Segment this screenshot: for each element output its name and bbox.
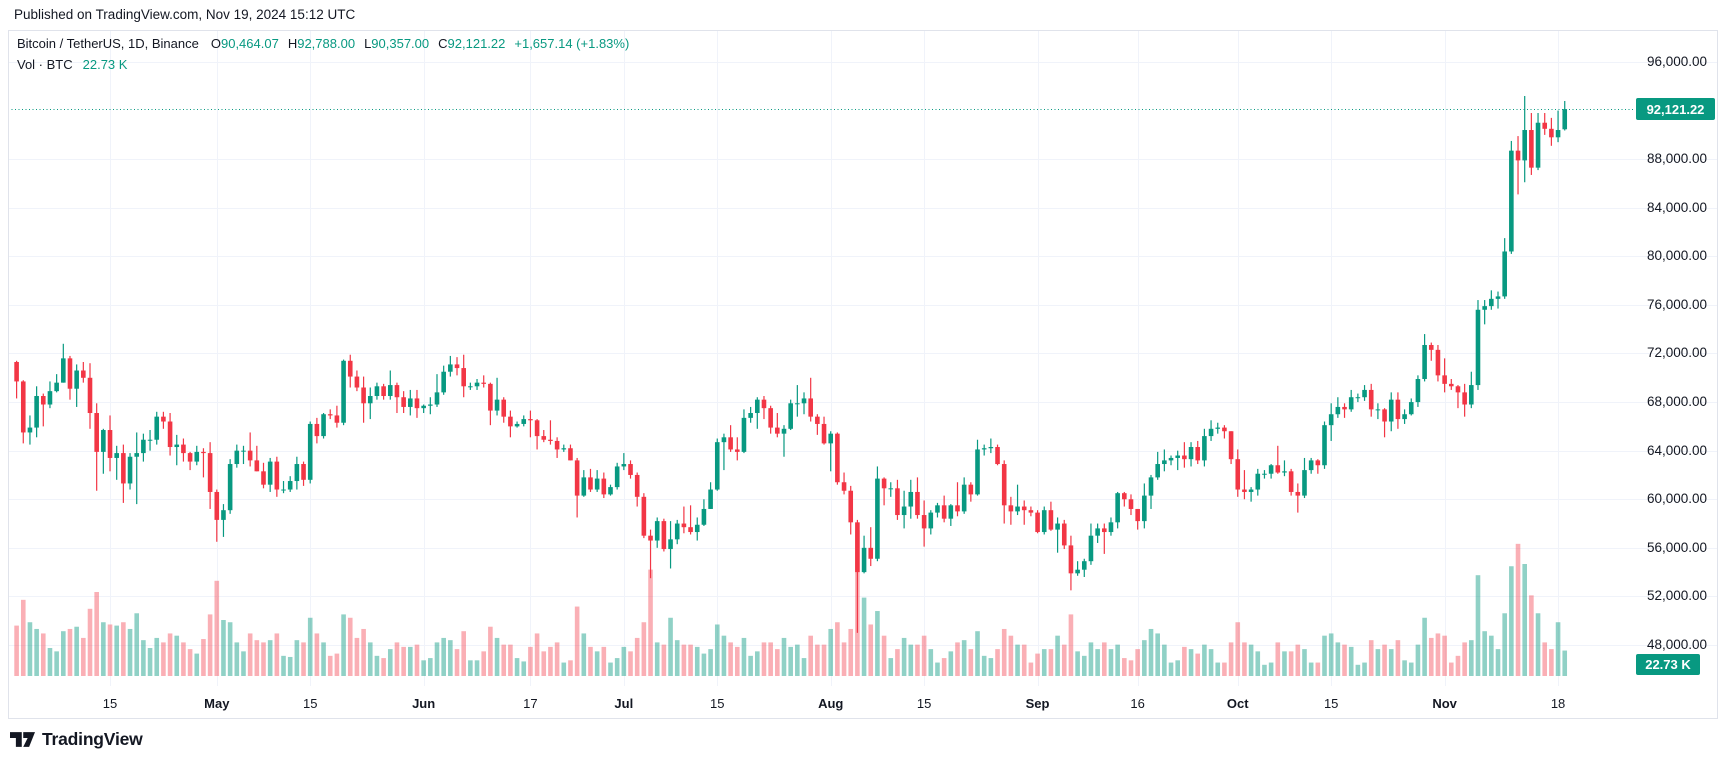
volume-legend: Vol · BTC 22.73 K	[17, 57, 127, 72]
price-axis-label: 72,000.00	[1647, 345, 1708, 361]
price-axis-label: 88,000.00	[1647, 151, 1708, 167]
price-axis-label: 60,000.00	[1647, 491, 1708, 507]
price-axis-label: 56,000.00	[1647, 539, 1708, 555]
current-volume-badge: 22.73 K	[1636, 654, 1700, 675]
time-axis-label: 17	[523, 696, 538, 711]
time-axis-label: Jul	[614, 696, 634, 711]
current-price-badge: 92,121.22	[1636, 98, 1715, 120]
time-axis-label: Aug	[818, 696, 844, 711]
close-value: 92,121.22	[447, 36, 506, 51]
time-axis-label: Jun	[412, 696, 436, 711]
close-label: C	[438, 36, 448, 51]
volume-value: 22.73 K	[82, 57, 128, 72]
time-axis-label: 15	[302, 696, 318, 711]
price-axis-label: 76,000.00	[1647, 296, 1708, 312]
tradingview-brand-text: TradingView	[42, 729, 143, 749]
time-axis-label: 18	[1550, 696, 1566, 711]
time-axis-label: 15	[102, 696, 118, 711]
symbol-legend: Bitcoin / TetherUS, 1D, Binance O90,464.0…	[17, 36, 629, 51]
price-axis-label: 48,000.00	[1647, 636, 1708, 652]
low-label: L	[364, 36, 372, 51]
time-axis-label: 15	[1323, 696, 1339, 711]
open-value: 90,464.07	[220, 36, 279, 51]
price-axis-label: 80,000.00	[1647, 248, 1708, 264]
time-axis-label: 15	[916, 696, 932, 711]
open-label: O	[210, 36, 221, 51]
price-axis-label: 96,000.00	[1647, 54, 1708, 69]
time-axis-label: 16	[1130, 696, 1145, 711]
price-axis-label: 64,000.00	[1647, 442, 1708, 458]
time-axis-label: May	[204, 696, 230, 711]
price-axis-label: 52,000.00	[1647, 588, 1708, 604]
symbol-title: Bitcoin / TetherUS, 1D, Binance	[17, 36, 199, 51]
tradingview-logo[interactable]: TradingView	[10, 729, 143, 750]
time-axis-label: 15	[710, 696, 725, 711]
tradingview-mark-icon	[10, 732, 35, 747]
high-value: 92,788.00	[297, 36, 356, 51]
time-axis-label: Sep	[1025, 696, 1050, 711]
time-axis-label: Nov	[1432, 696, 1457, 711]
change-value: +1,657.14 (+1.83%)	[514, 36, 630, 51]
volume-label: Vol · BTC	[17, 57, 73, 72]
high-label: H	[287, 36, 298, 51]
time-axis-label: Oct	[1226, 696, 1249, 711]
price-axis-label: 68,000.00	[1647, 394, 1708, 410]
low-value: 90,357.00	[371, 36, 430, 51]
published-timestamp: Published on TradingView.com, Nov 19, 20…	[14, 7, 356, 22]
price-axis-label: 84,000.00	[1647, 199, 1708, 215]
